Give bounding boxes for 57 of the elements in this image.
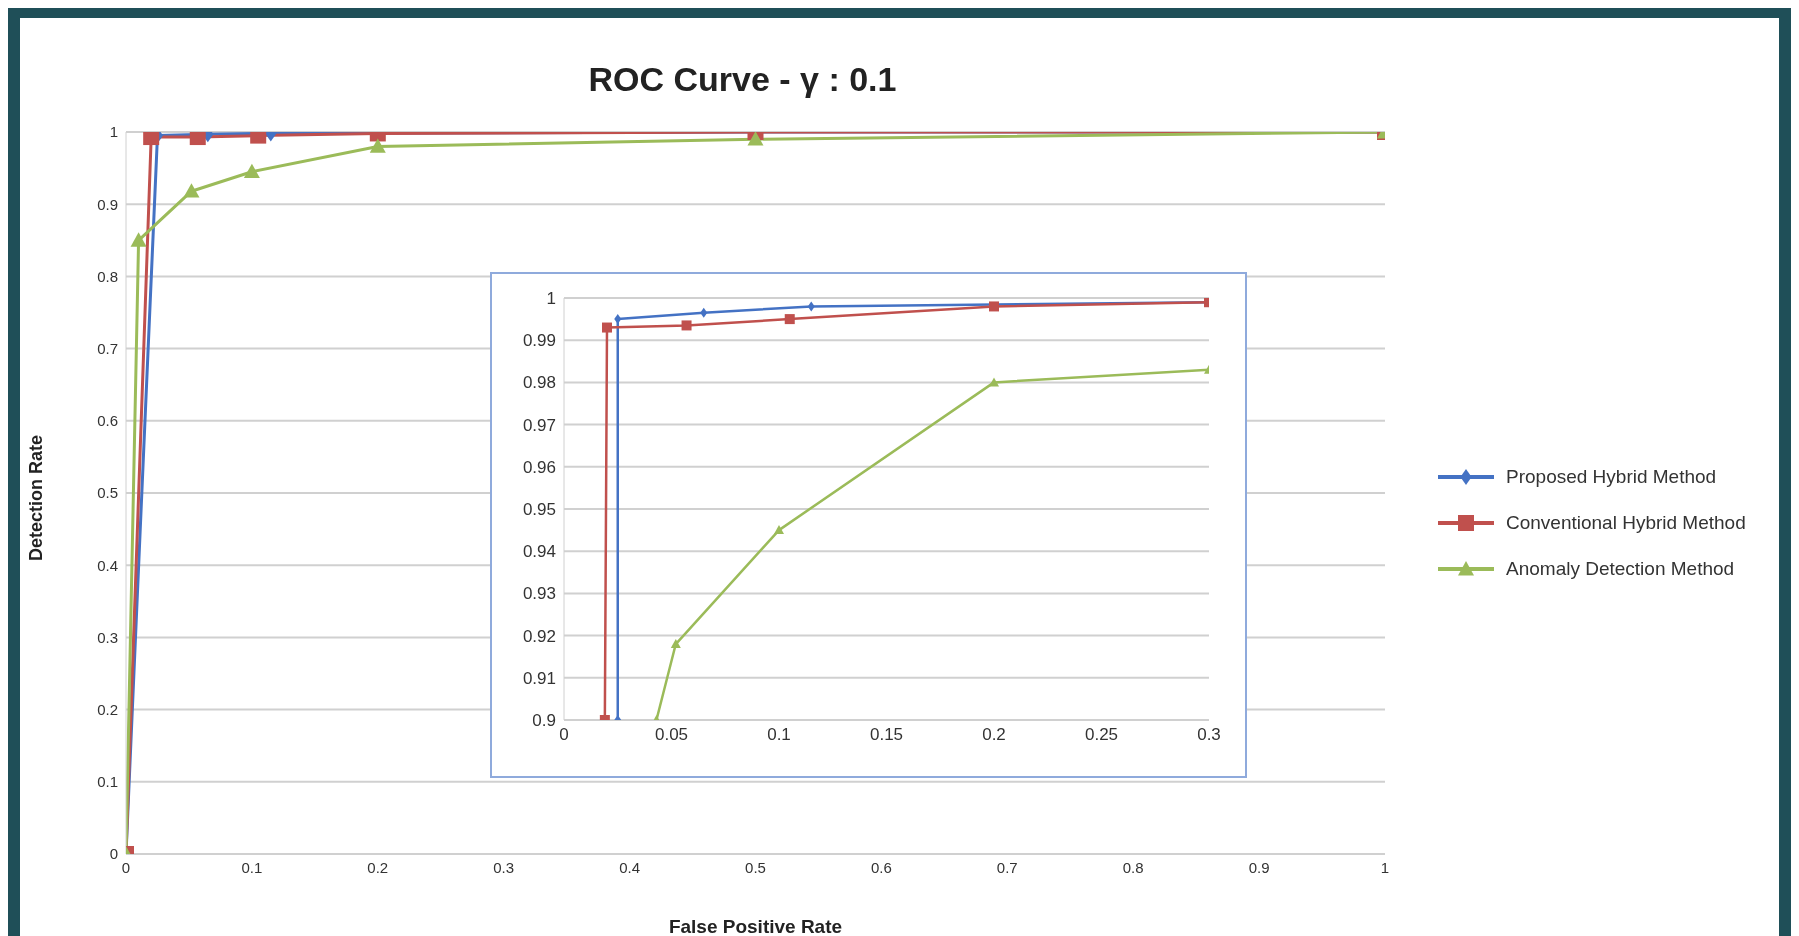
y-tick-label: 1 bbox=[546, 289, 556, 309]
y-tick-label: 0.5 bbox=[97, 484, 118, 502]
x-tick-label: 0.3 bbox=[493, 858, 515, 876]
y-tick-label: 0.99 bbox=[522, 331, 556, 351]
point bbox=[189, 132, 206, 146]
x-tick-label: 0.7 bbox=[996, 858, 1018, 876]
x-tick-label: 0.05 bbox=[654, 725, 689, 745]
point bbox=[700, 307, 708, 318]
y-tick-label: 0.8 bbox=[97, 267, 118, 285]
point bbox=[670, 639, 681, 649]
x-tick-label: 0.1 bbox=[767, 725, 791, 745]
y-axis-title: Detection Rate bbox=[25, 434, 47, 562]
x-tick-label: 0.8 bbox=[1122, 858, 1144, 876]
y-tick-label: 0.95 bbox=[522, 500, 556, 520]
y-tick-label: 0.94 bbox=[522, 542, 556, 562]
legend-label: Conventional Hybrid Method bbox=[1506, 512, 1746, 534]
y-tick-label: 0 bbox=[109, 845, 118, 863]
point bbox=[774, 525, 784, 535]
x-tick-label: 0.6 bbox=[870, 858, 892, 876]
y-tick-label: 0.92 bbox=[522, 626, 556, 646]
point bbox=[989, 377, 999, 387]
point bbox=[989, 301, 999, 312]
y-tick-label: 1 bbox=[109, 123, 118, 141]
x-tick-label: 0 bbox=[559, 725, 569, 745]
x-tick-label: 0.1 bbox=[241, 858, 263, 876]
x-tick-label: 0.2 bbox=[982, 725, 1006, 745]
chart-title: ROC Curve - γ : 0.1 bbox=[587, 60, 898, 99]
y-tick-label: 0.2 bbox=[97, 700, 118, 718]
y-tick-label: 0.9 bbox=[532, 711, 556, 731]
y-tick-label: 0.3 bbox=[97, 628, 118, 646]
x-tick-label: 0 bbox=[121, 858, 131, 876]
y-tick-label: 0.4 bbox=[97, 556, 118, 574]
legend-label: Proposed Hybrid Method bbox=[1506, 466, 1717, 488]
point bbox=[784, 314, 795, 325]
x-tick-label: 0.3 bbox=[1197, 725, 1221, 745]
x-tick-label: 0.9 bbox=[1248, 858, 1270, 876]
point bbox=[602, 322, 612, 333]
y-tick-label: 0.93 bbox=[522, 584, 556, 604]
y-tick-label: 0.9 bbox=[97, 195, 118, 213]
y-tick-label: 0.96 bbox=[522, 457, 556, 477]
point bbox=[143, 132, 160, 146]
point bbox=[681, 320, 692, 331]
y-tick-label: 0.98 bbox=[522, 373, 556, 393]
x-tick-label: 0.4 bbox=[619, 858, 641, 876]
y-tick-label: 0.7 bbox=[97, 339, 118, 357]
y-tick-label: 0.91 bbox=[522, 668, 556, 688]
x-tick-label: 0.15 bbox=[869, 725, 904, 745]
y-tick-label: 0.6 bbox=[97, 412, 118, 430]
x-axis-title: False Positive Rate bbox=[667, 916, 844, 936]
y-tick-label: 0.1 bbox=[97, 773, 118, 791]
x-tick-label: 0.5 bbox=[745, 858, 766, 876]
legend-label: Anomaly Detection Method bbox=[1506, 558, 1735, 580]
x-tick-label: 0.25 bbox=[1084, 725, 1119, 745]
x-tick-label: 1 bbox=[1380, 858, 1390, 876]
y-tick-label: 0.97 bbox=[522, 415, 556, 435]
point bbox=[807, 301, 815, 312]
x-tick-label: 0.2 bbox=[367, 858, 389, 876]
